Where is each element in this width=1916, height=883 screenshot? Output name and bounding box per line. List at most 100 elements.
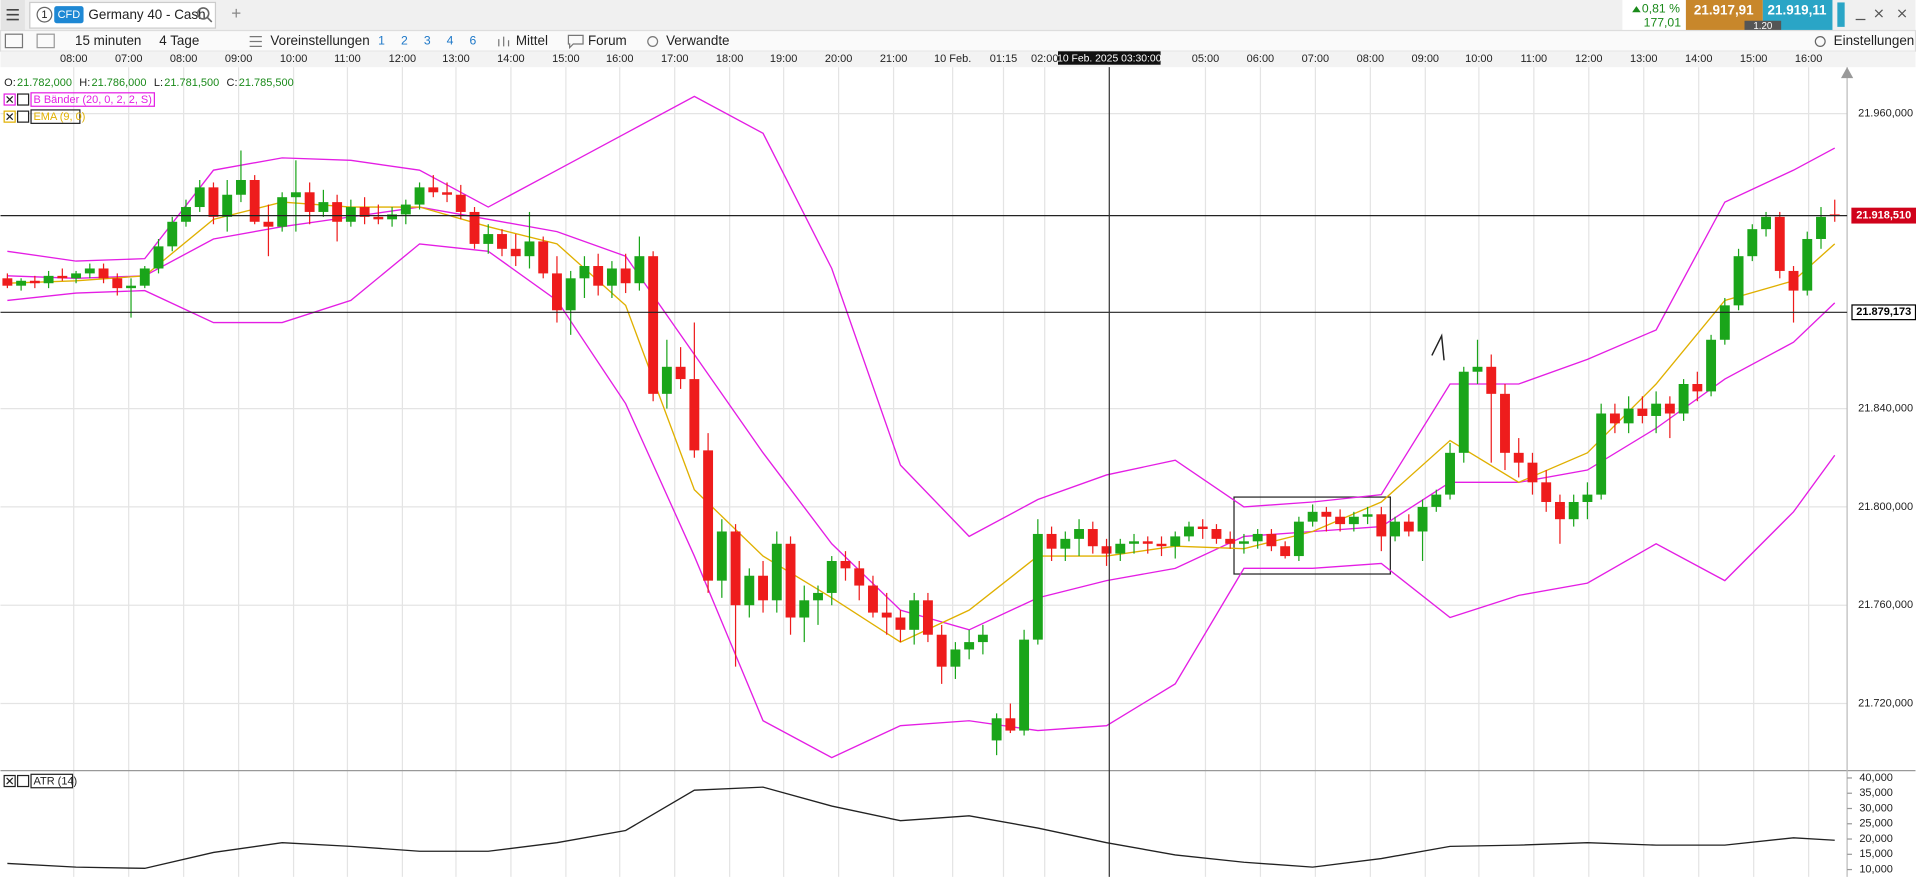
price-label-box bbox=[1851, 304, 1916, 321]
bb-legend: B Bänder (20, 0, 2, 2, S) bbox=[3, 92, 155, 107]
candle-body bbox=[1623, 408, 1634, 424]
candle-body bbox=[1142, 541, 1153, 544]
top-bar bbox=[0, 0, 1916, 31]
candle-body bbox=[497, 234, 507, 249]
crosshair-label-box bbox=[1057, 51, 1161, 65]
candle-body bbox=[1500, 393, 1510, 453]
candle-body bbox=[1788, 270, 1799, 291]
bid-price: 21.917,91 bbox=[1694, 3, 1754, 18]
forum[interactable]: Forum bbox=[588, 33, 627, 48]
interval[interactable]: 15 minuten bbox=[75, 33, 141, 48]
candle-body bbox=[565, 278, 576, 311]
x-tick-label: 02:00 bbox=[1031, 53, 1059, 65]
candle-body bbox=[1184, 526, 1194, 537]
change-box bbox=[1622, 0, 1686, 31]
x-tick-label: 16:00 bbox=[606, 53, 634, 65]
settings[interactable]: Einstellungen bbox=[1834, 33, 1915, 48]
instrument-tab[interactable]: 1 CFD Germany 40 - Cash bbox=[29, 1, 217, 29]
candle-body bbox=[1293, 521, 1304, 557]
x-tick-label: 15:00 bbox=[1740, 53, 1768, 65]
candle-body bbox=[428, 187, 439, 193]
candle-body bbox=[469, 211, 480, 244]
candle-body bbox=[950, 649, 961, 667]
menu-icon[interactable] bbox=[0, 0, 25, 31]
quick-range[interactable]: 6 bbox=[470, 34, 477, 48]
ohlc-label: O: bbox=[4, 77, 16, 89]
candle-body bbox=[1390, 521, 1401, 537]
candle-body bbox=[977, 634, 988, 643]
x-tick-label: 19:00 bbox=[770, 53, 797, 65]
candle-body bbox=[1348, 516, 1359, 525]
candle-body bbox=[1706, 339, 1717, 392]
x-tick-label: 08:00 bbox=[60, 53, 88, 65]
related[interactable]: Verwandte bbox=[666, 33, 729, 48]
layout-button[interactable] bbox=[36, 33, 55, 49]
candle-body bbox=[1156, 543, 1167, 547]
candle-body bbox=[1032, 533, 1043, 640]
y-tick-label: 21.960,000 bbox=[1858, 108, 1913, 120]
quick-range[interactable]: 1 bbox=[378, 34, 385, 48]
drawn-pen-mark[interactable] bbox=[1431, 333, 1445, 361]
quick-range[interactable]: 4 bbox=[447, 34, 454, 48]
range[interactable]: 4 Tage bbox=[159, 33, 199, 48]
quick-range[interactable]: 2 bbox=[401, 34, 408, 48]
candle-body bbox=[98, 268, 109, 279]
candle-body bbox=[909, 600, 920, 630]
legend-entry: ATR (14) bbox=[33, 776, 77, 788]
add-tab[interactable]: + bbox=[231, 4, 241, 23]
x-tick-label: 07:00 bbox=[1302, 53, 1329, 65]
ohlc-label: H: bbox=[79, 77, 90, 89]
legend-entry: B Bänder (20, 0, 2, 2, S) bbox=[33, 94, 151, 106]
candle-body bbox=[1280, 546, 1291, 557]
candle-body bbox=[1252, 533, 1263, 542]
candle-body bbox=[1692, 384, 1703, 392]
x-tick-label: 20:00 bbox=[825, 53, 853, 65]
list-button[interactable] bbox=[4, 33, 24, 49]
candle-body bbox=[524, 241, 535, 257]
candle-body bbox=[895, 617, 906, 630]
atr-line bbox=[7, 786, 1835, 870]
candle-body bbox=[1582, 494, 1593, 502]
x-tick-label: 13:00 bbox=[442, 53, 470, 65]
candle-body bbox=[1115, 543, 1126, 554]
candle-body bbox=[1445, 452, 1455, 495]
scroll-top[interactable] bbox=[1841, 67, 1854, 79]
candle-body bbox=[813, 592, 823, 601]
candle-body bbox=[400, 204, 411, 215]
x-tick-label: 08:00 bbox=[1357, 53, 1385, 65]
candle-body bbox=[222, 194, 233, 217]
x-tick-label: 11:00 bbox=[1520, 53, 1547, 65]
candle-body bbox=[593, 266, 604, 286]
candle-body bbox=[181, 207, 191, 222]
quick-range[interactable]: 3 bbox=[424, 34, 431, 48]
candle-body bbox=[483, 234, 494, 244]
candle-body bbox=[1802, 238, 1813, 291]
x-tick-label: 16:00 bbox=[1795, 53, 1823, 65]
presets[interactable]: Voreinstellungen bbox=[270, 33, 369, 48]
y-tick-label: 21.800,000 bbox=[1858, 501, 1913, 513]
candle-body bbox=[1513, 452, 1524, 463]
candle-body bbox=[799, 600, 810, 618]
price-label: 21.879,173 bbox=[1856, 306, 1911, 318]
candle-body bbox=[414, 187, 425, 205]
candle-body bbox=[1238, 541, 1249, 544]
x-tick-label: 12:00 bbox=[389, 53, 417, 65]
candle-body bbox=[455, 194, 466, 212]
candle-body bbox=[964, 642, 975, 650]
x-tick-label: 12:00 bbox=[1575, 53, 1602, 65]
candle-body bbox=[1129, 541, 1139, 544]
candle-body bbox=[552, 273, 562, 311]
candle-body bbox=[758, 575, 768, 601]
candle-body bbox=[84, 268, 95, 274]
candle-body bbox=[71, 273, 82, 279]
crosshair-label: 10 Feb. 2025 03:30:00 bbox=[1057, 53, 1162, 64]
candle-body bbox=[373, 216, 384, 220]
candle-body bbox=[840, 560, 851, 569]
candle-body bbox=[991, 718, 1002, 741]
window-controls[interactable] bbox=[1837, 2, 1907, 27]
candle-body bbox=[538, 241, 549, 274]
candle-body bbox=[290, 192, 301, 198]
ema-line bbox=[7, 201, 1836, 643]
style[interactable]: Mittel bbox=[516, 33, 548, 48]
